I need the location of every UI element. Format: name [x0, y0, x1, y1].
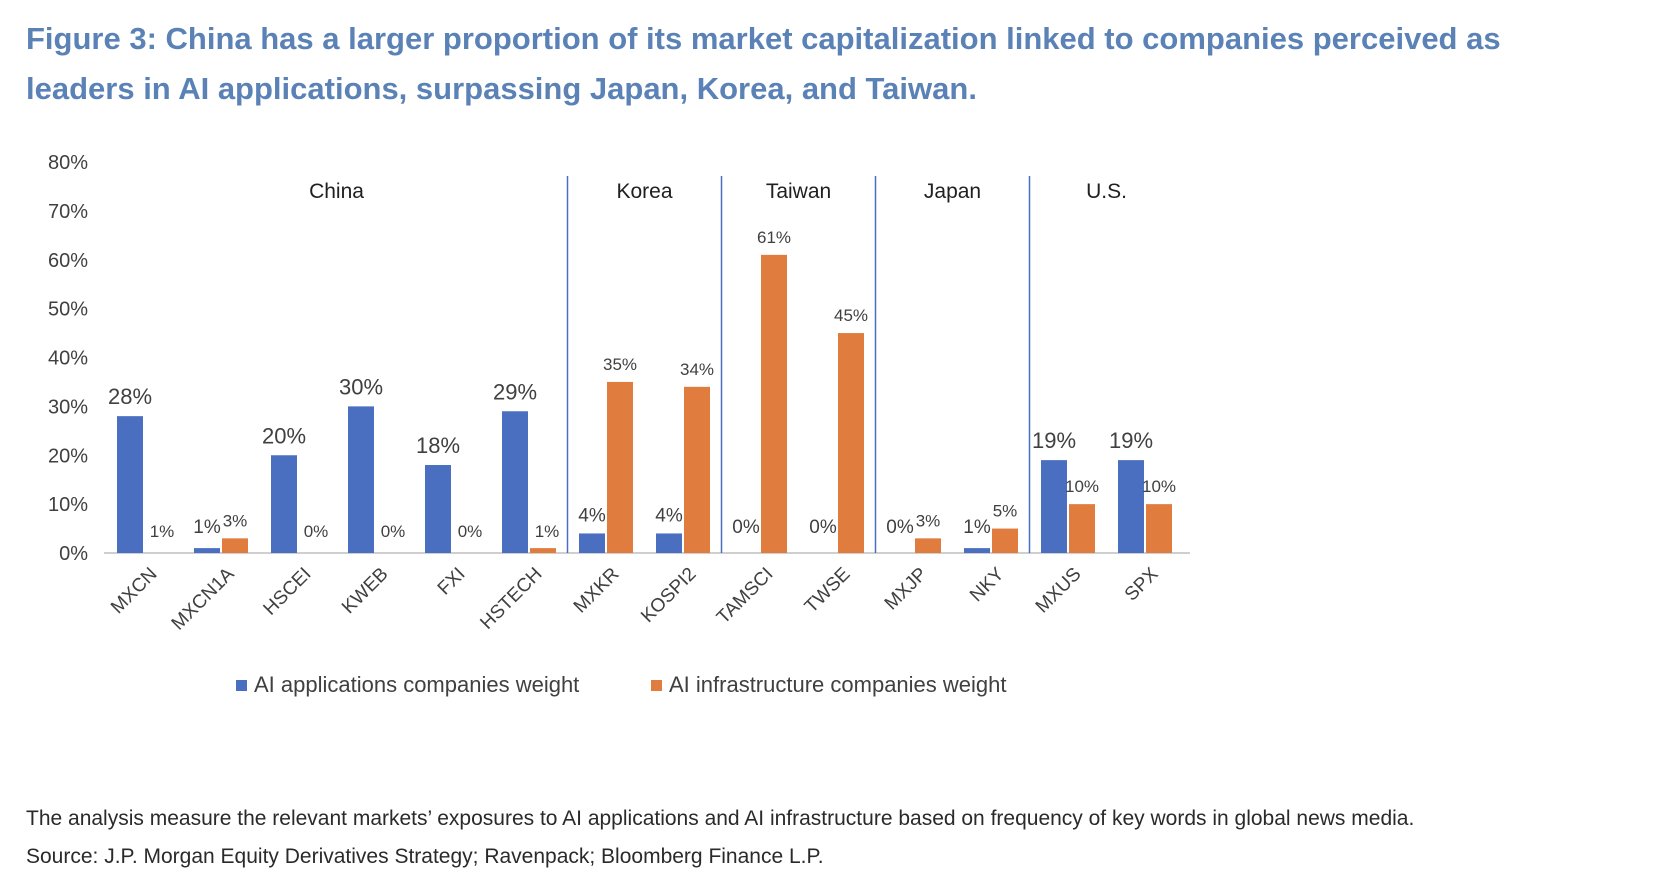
data-label-ai-applications: 19% [1109, 428, 1153, 453]
bar-ai-infrastructure [607, 381, 633, 553]
data-label-ai-applications: 28% [108, 384, 152, 409]
bar-ai-applications [1041, 460, 1067, 553]
data-label-ai-infrastructure: 1% [535, 522, 560, 541]
x-tick-label: MXCN1A [168, 563, 239, 634]
bar-ai-applications [271, 455, 297, 553]
bar-ai-infrastructure [915, 538, 941, 553]
figure-footer: The analysis measure the relevant market… [26, 800, 1414, 876]
group-label: U.S. [1086, 180, 1127, 203]
y-tick-label: 60% [48, 250, 88, 272]
data-label-ai-applications: 0% [809, 517, 837, 538]
legend-label-ai-infrastructure: AI infrastructure companies weight [669, 672, 1007, 697]
y-tick-label: 50% [48, 299, 88, 321]
data-label-ai-applications: 19% [1032, 428, 1076, 453]
figure-title-line-2: leaders in AI applications, surpassing J… [26, 71, 977, 106]
x-tick-label: HSTECH [476, 564, 546, 634]
legend-swatch-ai-applications [236, 680, 247, 691]
figure-title: Figure 3: China has a larger proportion … [26, 14, 1646, 114]
data-label-ai-infrastructure: 45% [834, 306, 868, 325]
y-tick-label: 40% [48, 348, 88, 370]
bar-ai-infrastructure [838, 333, 864, 553]
bar-ai-infrastructure [530, 548, 556, 553]
x-tick-label: HSCEI [260, 564, 316, 620]
data-label-ai-applications: 18% [416, 433, 460, 458]
x-tick-label: SPX [1121, 563, 1163, 605]
y-tick-label: 0% [59, 543, 88, 565]
figure-source: Source: J.P. Morgan Equity Derivatives S… [26, 845, 824, 868]
x-tick-label: NKY [966, 563, 1009, 606]
bar-ai-infrastructure [684, 386, 710, 553]
bar-ai-infrastructure [761, 254, 787, 554]
group-label: Japan [924, 180, 981, 203]
y-tick-label: 30% [48, 396, 88, 418]
y-tick-label: 20% [48, 445, 88, 467]
legend-swatch-ai-infrastructure [651, 680, 662, 691]
bar-ai-infrastructure [1146, 504, 1172, 553]
bar-ai-applications [579, 533, 605, 553]
data-label-ai-applications: 30% [339, 374, 383, 399]
x-tick-label: KWEB [338, 564, 392, 618]
bar-ai-applications [425, 465, 451, 553]
group-label: Taiwan [766, 180, 831, 203]
group-label: Korea [616, 180, 672, 203]
bar-ai-applications [656, 533, 682, 553]
bar-ai-applications [1118, 460, 1144, 553]
bar-ai-infrastructure [222, 538, 248, 553]
data-label-ai-infrastructure: 0% [458, 522, 483, 541]
x-tick-label: TAMSCI [713, 564, 778, 629]
figure-note: The analysis measure the relevant market… [26, 807, 1415, 830]
data-label-ai-applications: 0% [886, 517, 914, 538]
data-label-ai-infrastructure: 10% [1065, 477, 1099, 496]
data-label-ai-applications: 20% [262, 423, 306, 448]
y-tick-label: 70% [48, 201, 88, 223]
x-tick-label: MXCN [107, 564, 161, 618]
x-tick-label: MXJP [881, 564, 932, 615]
data-label-ai-infrastructure: 1% [150, 522, 175, 541]
data-label-ai-applications: 29% [493, 379, 537, 404]
data-label-ai-infrastructure: 34% [680, 360, 714, 379]
data-label-ai-applications: 4% [655, 505, 683, 526]
x-tick-label: TWSE [801, 564, 855, 618]
data-label-ai-infrastructure: 61% [757, 228, 791, 247]
data-label-ai-infrastructure: 0% [381, 522, 406, 541]
x-tick-label: MXKR [570, 564, 624, 618]
data-label-ai-applications: 0% [732, 517, 760, 538]
bar-chart: 0% 10% 20% 30% 40% 50% 60% 70% 80% China Korea Taiw… [48, 152, 1190, 697]
bar-ai-applications [117, 416, 143, 553]
data-label-ai-applications: 1% [193, 517, 221, 538]
x-tick-label: KOSPI2 [637, 564, 700, 627]
x-tick-label: MXUS [1032, 564, 1086, 618]
y-tick-label: 80% [48, 152, 88, 174]
legend-label-ai-applications: AI applications companies weight [254, 672, 579, 697]
data-label-ai-infrastructure: 35% [603, 355, 637, 374]
data-label-ai-applications: 4% [578, 505, 606, 526]
group-label: China [309, 180, 364, 203]
bar-ai-applications [348, 406, 374, 553]
data-label-ai-infrastructure: 3% [223, 511, 248, 530]
data-label-ai-infrastructure: 3% [916, 511, 941, 530]
bar-ai-applications [964, 548, 990, 553]
data-label-ai-applications: 1% [963, 517, 991, 538]
data-label-ai-infrastructure: 10% [1142, 477, 1176, 496]
figure-title-line-1: Figure 3: China has a larger proportion … [26, 21, 1501, 56]
data-label-ai-infrastructure: 0% [304, 522, 329, 541]
bar-ai-infrastructure [1069, 504, 1095, 553]
bar-ai-infrastructure [992, 528, 1018, 553]
data-label-ai-infrastructure: 5% [993, 502, 1018, 521]
bar-ai-applications [194, 548, 220, 553]
x-tick-label: FXI [434, 564, 470, 600]
y-tick-label: 10% [48, 494, 88, 516]
bar-ai-applications [502, 411, 528, 553]
